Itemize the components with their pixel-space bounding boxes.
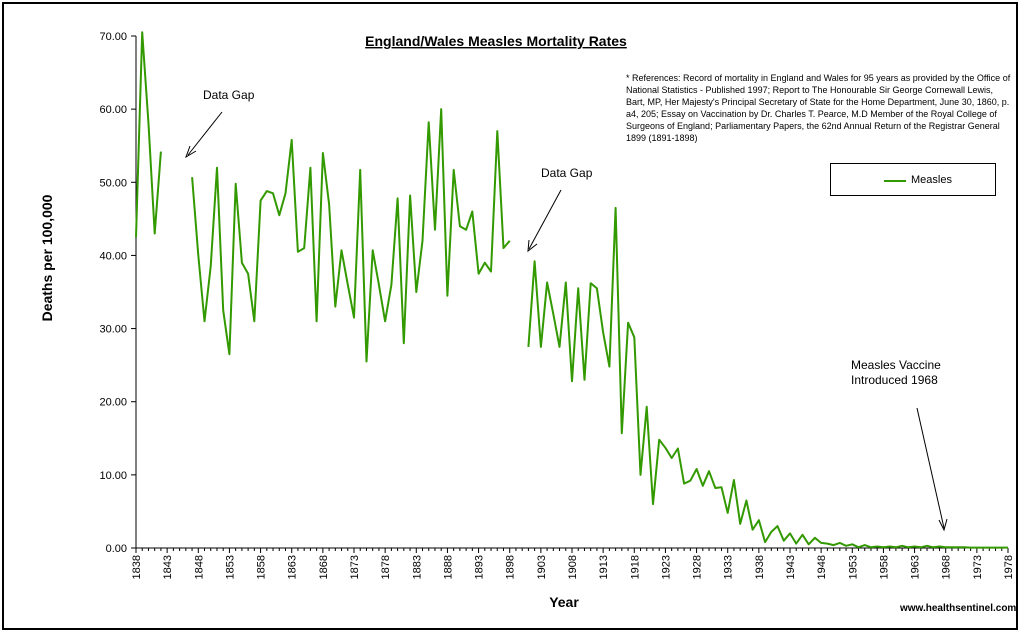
x-tick-label: 1923 [660, 555, 672, 579]
y-axis-title: Deaths per 100,000 [39, 194, 55, 321]
vaccine-arrowhead [938, 518, 948, 532]
vaccine-label-line2: Introduced 1968 [851, 373, 938, 387]
website-credit: www.healthsentinel.com [900, 603, 1017, 614]
x-tick-label: 1913 [598, 555, 610, 579]
y-tick-label: 0.00 [106, 543, 127, 555]
x-tick-label: 1853 [224, 555, 236, 579]
vaccine-arrow [916, 407, 945, 529]
x-tick-label: 1928 [692, 555, 704, 579]
y-tick-label: 30.00 [99, 324, 127, 336]
x-tick-label: 1843 [162, 555, 174, 579]
x-tick-label: 1883 [411, 555, 423, 579]
x-tick-label: 1858 [256, 555, 268, 579]
x-axis-title: Year [549, 594, 579, 610]
x-tick-label: 1903 [536, 555, 548, 579]
data-gap-arrowhead-1 [185, 145, 197, 159]
x-tick-label: 1958 [878, 555, 890, 579]
x-tick-label: 1888 [442, 555, 454, 579]
chart-title: England/Wales Measles Mortality Rates [365, 33, 627, 49]
x-tick-label: 1893 [474, 555, 486, 579]
y-tick-label: 40.00 [99, 250, 127, 262]
y-tick-label: 10.00 [99, 470, 127, 482]
y-tick-label: 70.00 [99, 31, 127, 43]
series-line-measles-segment-2 [191, 108, 511, 363]
x-tick-label: 1948 [816, 555, 828, 579]
axes [131, 35, 1009, 553]
x-tick-label: 1908 [567, 555, 579, 579]
x-tick-label: 1873 [349, 555, 361, 579]
data-gap-label-1: Data Gap [203, 88, 255, 102]
x-tick-label: 1973 [972, 555, 984, 579]
x-tick-label: 1968 [941, 555, 953, 579]
y-tick-label: 50.00 [99, 177, 127, 189]
legend-label: Measles [911, 174, 952, 186]
x-tick-label: 1863 [287, 555, 299, 579]
x-tick-label: 1938 [754, 555, 766, 579]
series-line-measles-segment-3 [527, 206, 1008, 549]
x-tick-label: 1838 [131, 555, 143, 579]
x-tick-label: 1943 [785, 555, 797, 579]
x-tick-label: 1898 [505, 555, 517, 579]
x-tick-label: 1953 [847, 555, 859, 579]
tick-labels: 0.00 10.00 20.00 30.00 40.00 50.00 60.00 70.00 1… [99, 31, 1015, 579]
series-line-measles-segment-1 [135, 31, 162, 238]
x-tick-label: 1963 [910, 555, 922, 579]
x-tick-label: 1978 [1003, 555, 1015, 579]
data-gap-arrow-2 [528, 189, 562, 250]
x-tick-label: 1848 [193, 555, 205, 579]
data-gap-label-2: Data Gap [541, 166, 593, 180]
y-tick-label: 60.00 [99, 104, 127, 116]
x-tick-label: 1918 [629, 555, 641, 579]
legend: Measles [830, 163, 996, 196]
references-text: * References: Record of mortality in Eng… [626, 73, 1011, 143]
chart-frame [2, 2, 1018, 630]
x-tick-label: 1933 [723, 555, 735, 579]
data-gap-arrowhead-2 [527, 239, 538, 253]
legend-swatch [884, 180, 906, 182]
x-tick-label: 1878 [380, 555, 392, 579]
data-gap-arrow-1 [187, 111, 223, 156]
y-tick-label: 20.00 [99, 397, 127, 409]
x-tick-label: 1868 [318, 555, 330, 579]
vaccine-label-line1: Measles Vaccine [851, 358, 941, 372]
series-group [135, 31, 1008, 549]
